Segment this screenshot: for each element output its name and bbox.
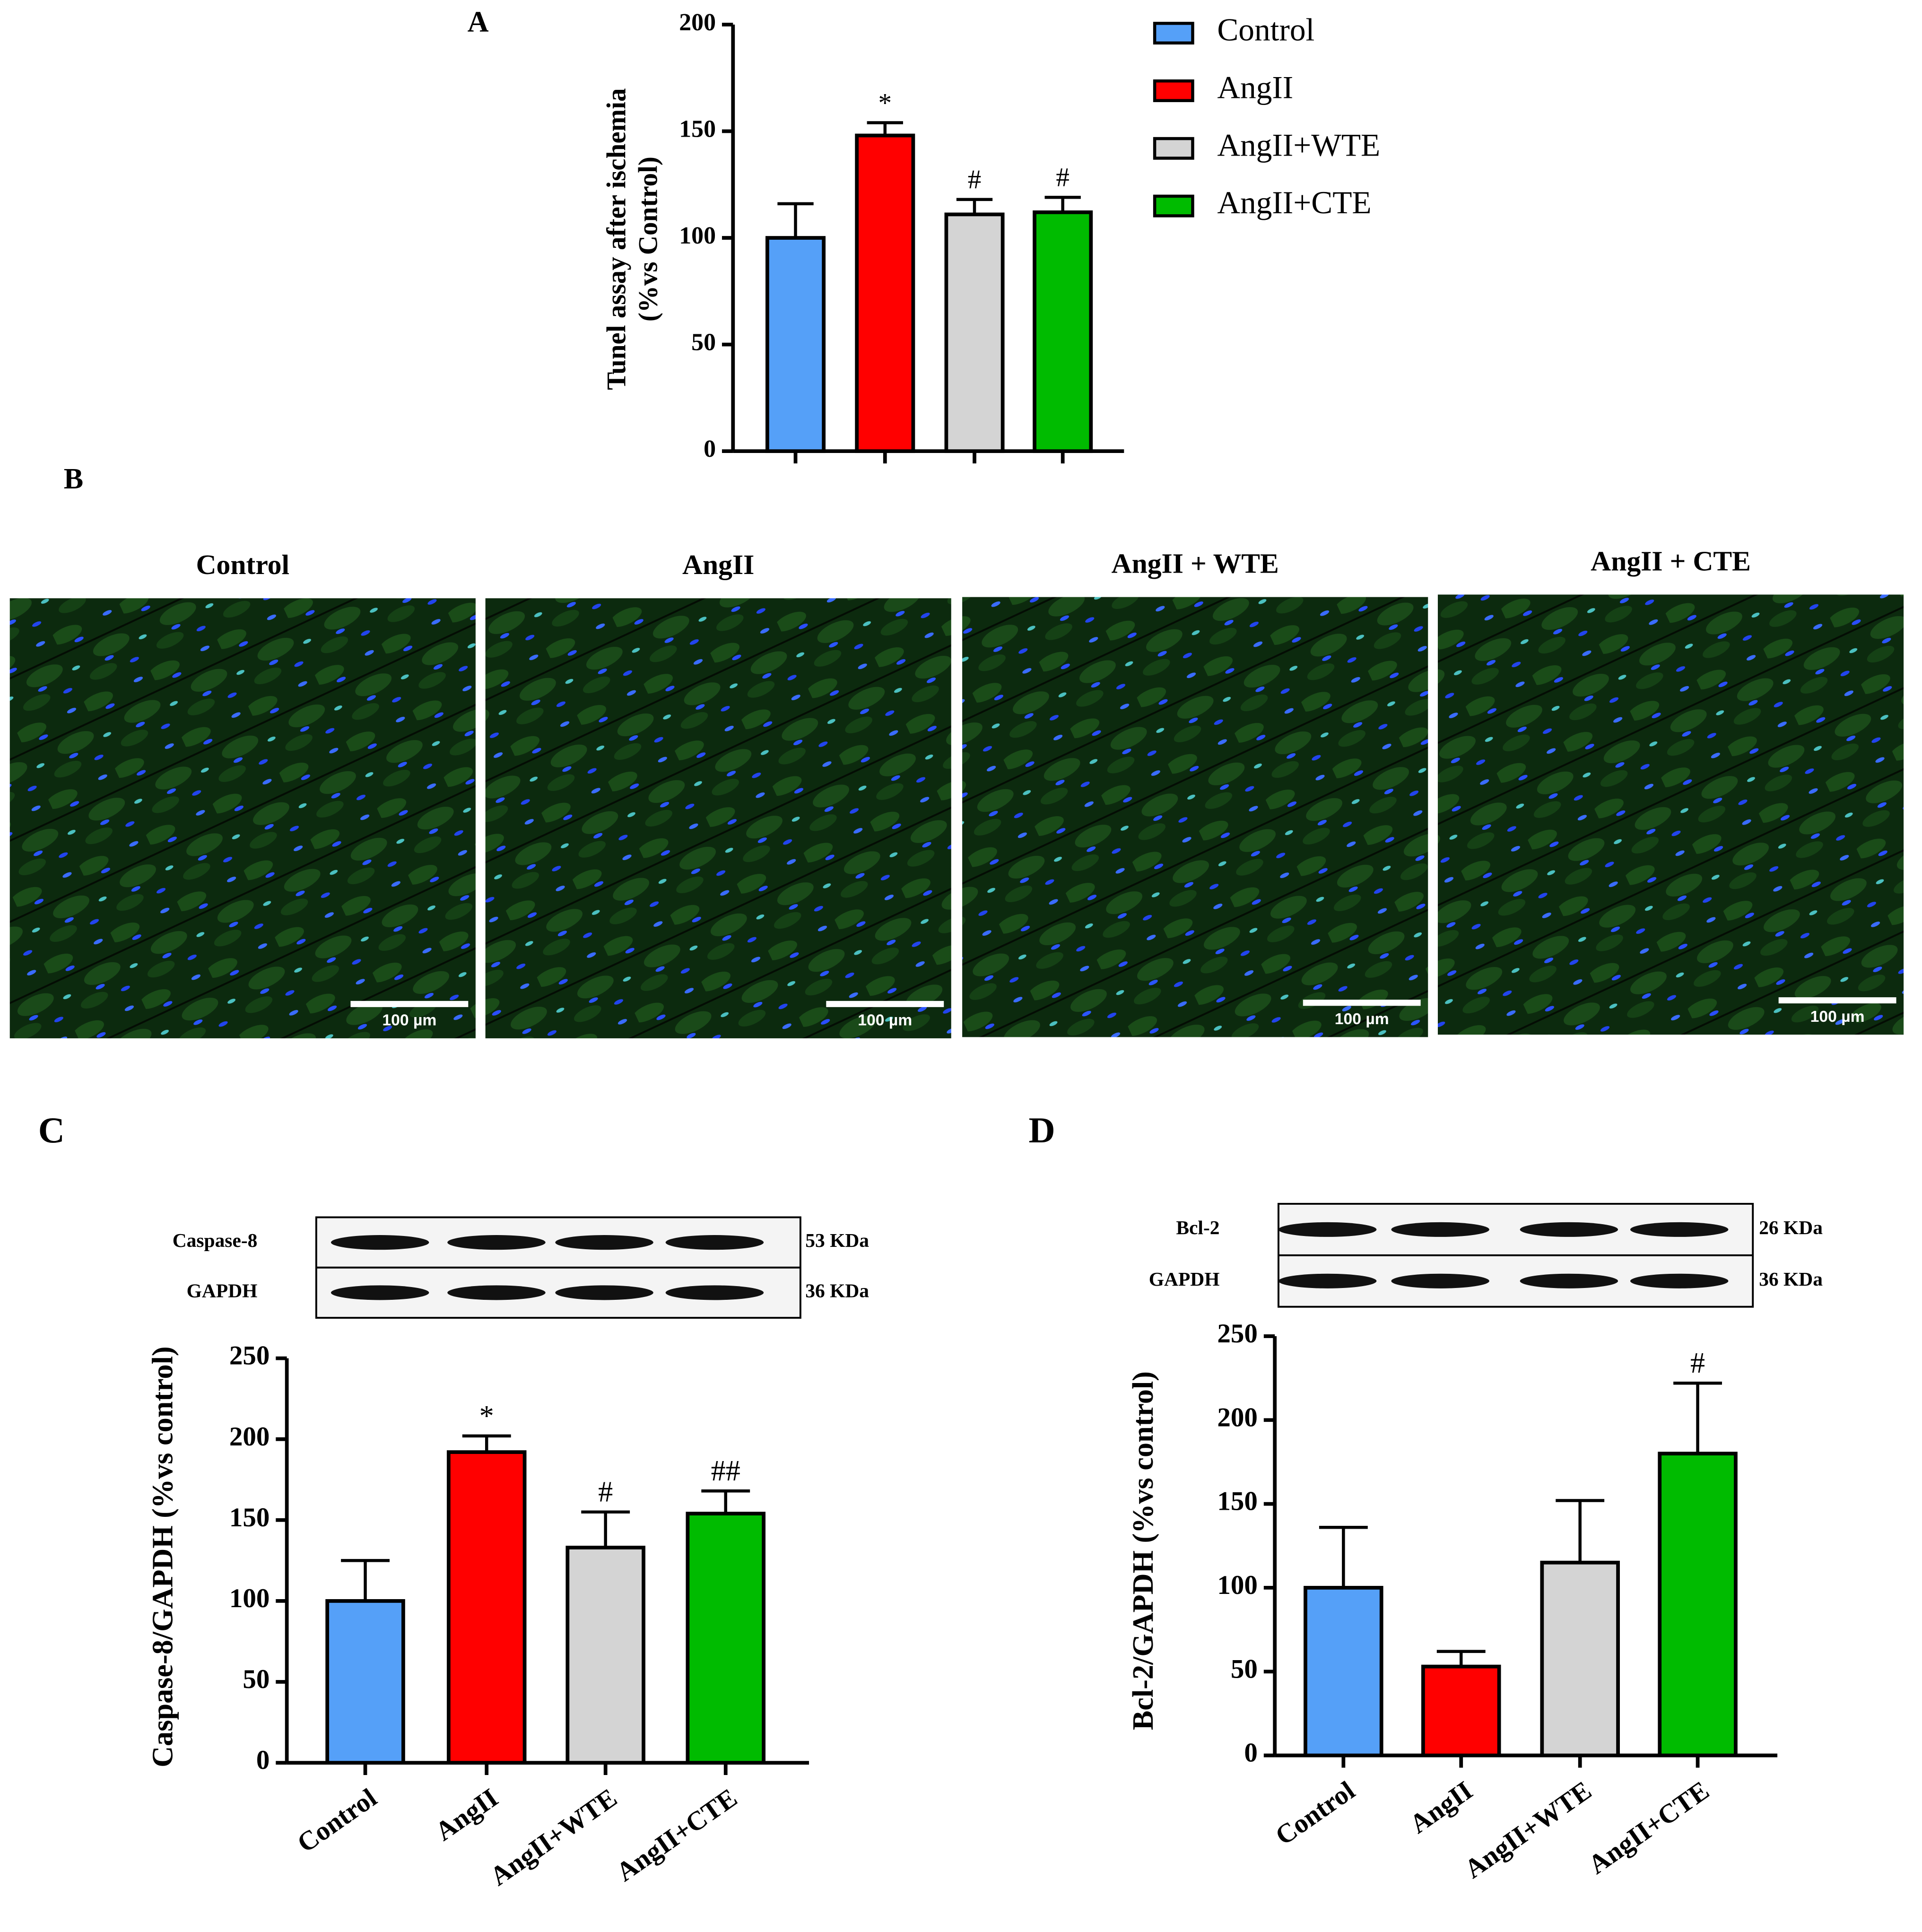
micrograph: [962, 597, 1428, 1037]
legend-swatch: [1153, 194, 1194, 218]
blot-band: [1391, 1273, 1489, 1288]
micrograph-title: Control: [196, 549, 290, 580]
blot-band: [447, 1235, 546, 1250]
micrograph: [485, 598, 951, 1038]
micrograph-title: AngII + WTE: [1112, 548, 1279, 579]
significance-label: #: [1690, 1347, 1705, 1379]
y-tick-label: 250: [229, 1341, 270, 1371]
legend-label: AngII+CTE: [1217, 185, 1371, 220]
legend-swatch: [1153, 22, 1194, 45]
x-tick-label: AngII+CTE: [611, 1783, 742, 1887]
legend-label: Control: [1217, 12, 1314, 48]
legend-swatch: [1153, 137, 1194, 160]
x-tick-label: AngII+CTE: [1583, 1775, 1714, 1880]
blot-band: [665, 1285, 764, 1300]
significance-label: *: [878, 88, 892, 118]
blot-band: [1278, 1273, 1377, 1288]
bar: [686, 1512, 766, 1765]
significance-label: *: [479, 1400, 494, 1432]
y-axis-label: Bcl-2/GAPDH (%vs control): [1127, 1371, 1159, 1730]
y-axis-label: (%vs Control): [634, 157, 663, 322]
bar: [1033, 210, 1093, 453]
bar: [1421, 1664, 1501, 1758]
bar: [1304, 1586, 1383, 1758]
y-tick-label: 100: [679, 222, 716, 249]
y-tick-label: 0: [1244, 1738, 1258, 1768]
x-tick-label: AngII+WTE: [485, 1783, 622, 1891]
significance-label: #: [968, 165, 982, 195]
bar: [446, 1450, 527, 1765]
bar: [1540, 1560, 1620, 1758]
blot-band: [1520, 1222, 1618, 1237]
panel-label: C: [38, 1110, 65, 1150]
blot-band: [1520, 1273, 1618, 1288]
blot-size: 53 KDa: [805, 1229, 869, 1251]
panel-label: A: [468, 6, 489, 38]
y-tick-label: 150: [229, 1503, 270, 1532]
scale-bar-label: 100 µm: [382, 1011, 436, 1029]
x-tick-label: AngII: [1404, 1775, 1478, 1839]
y-tick-label: 200: [229, 1422, 270, 1452]
bar: [565, 1546, 645, 1765]
panel-label: D: [1029, 1110, 1055, 1150]
blot-label: Bcl-2: [1176, 1217, 1219, 1238]
panel-label: B: [64, 463, 84, 495]
micrograph: [9, 598, 476, 1038]
x-tick-label: Control: [1270, 1775, 1360, 1851]
legend-label: AngII+WTE: [1217, 127, 1380, 163]
blot-label: Caspase-8: [173, 1229, 258, 1251]
y-axis-label: Tunel assay after ischemia: [601, 88, 631, 390]
y-axis-label: Caspase-8/GAPDH (%vs control): [147, 1346, 179, 1767]
legend-label: AngII: [1217, 70, 1293, 105]
y-tick-label: 100: [229, 1584, 270, 1613]
significance-label: #: [1056, 163, 1070, 192]
micrograph: [1437, 594, 1904, 1035]
significance-label: #: [598, 1476, 613, 1508]
micrograph-title: AngII + CTE: [1591, 545, 1751, 576]
blot-size: 36 KDa: [1759, 1268, 1823, 1290]
y-tick-label: 0: [256, 1745, 270, 1775]
scale-bar-label: 100 µm: [858, 1011, 912, 1029]
y-tick-label: 50: [691, 329, 716, 356]
blot-band: [330, 1235, 429, 1250]
y-tick-label: 250: [1217, 1319, 1258, 1349]
x-tick-label: AngII: [430, 1783, 504, 1846]
blot-label: GAPDH: [1149, 1268, 1220, 1290]
y-tick-label: 200: [679, 9, 716, 36]
blot-band: [555, 1235, 653, 1250]
y-tick-label: 200: [1217, 1402, 1258, 1432]
micrograph-title: AngII: [682, 549, 754, 580]
x-tick-label: AngII+WTE: [1459, 1775, 1597, 1884]
blot-label: GAPDH: [187, 1279, 258, 1301]
bar: [855, 133, 915, 453]
y-tick-label: 50: [243, 1664, 270, 1694]
scale-bar-label: 100 µm: [1810, 1008, 1865, 1026]
significance-label: ##: [711, 1455, 740, 1487]
blot-band: [1630, 1222, 1729, 1237]
blot-band: [1630, 1273, 1729, 1288]
y-tick-label: 50: [1231, 1654, 1258, 1684]
blot-size: 26 KDa: [1759, 1217, 1823, 1238]
blot-size: 36 KDa: [805, 1279, 869, 1301]
bar: [325, 1599, 405, 1765]
bar: [944, 212, 1005, 453]
blot-band: [447, 1285, 546, 1300]
blot-band: [330, 1285, 429, 1300]
scale-bar-label: 100 µm: [1335, 1010, 1389, 1028]
blot-band: [555, 1285, 653, 1300]
blot-band: [665, 1235, 764, 1250]
blot-band: [1391, 1222, 1489, 1237]
y-tick-label: 150: [679, 115, 716, 142]
blot-band: [1278, 1222, 1377, 1237]
legend-swatch: [1153, 79, 1194, 102]
bar: [765, 236, 826, 453]
y-tick-label: 0: [704, 435, 716, 462]
y-tick-label: 100: [1217, 1570, 1258, 1600]
y-tick-label: 150: [1217, 1487, 1258, 1516]
bar: [1658, 1452, 1738, 1758]
x-tick-label: Control: [292, 1783, 382, 1858]
